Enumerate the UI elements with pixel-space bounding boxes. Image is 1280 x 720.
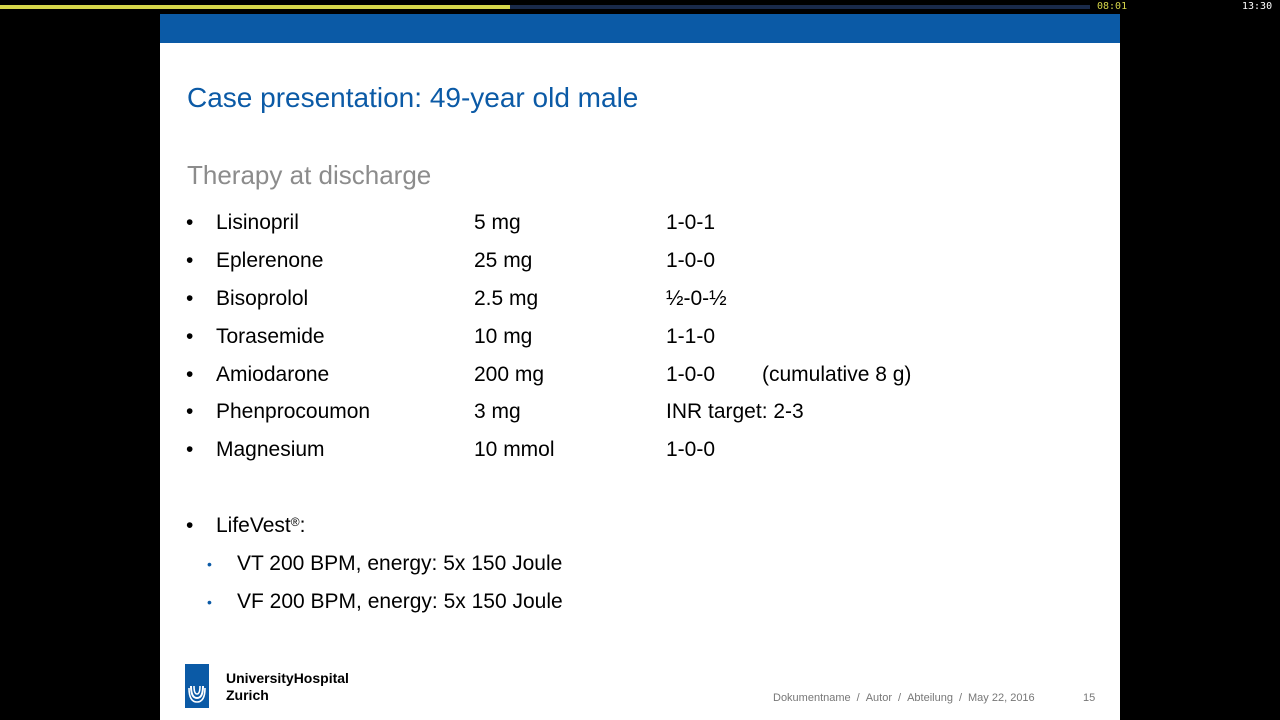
medication-name: Magnesium: [216, 438, 325, 461]
footer-author: Autor: [865, 692, 893, 704]
medication-schedule: 1-0-0: [666, 363, 716, 386]
slide-footer: Dokumentname / Autor / Abteilung / May 22, 201…: [773, 692, 1035, 704]
medication-name: Amiodarone: [216, 363, 330, 386]
medication-name: Lisinopril: [216, 211, 299, 234]
bullet: •: [186, 438, 194, 461]
lifevest-setting: VT 200 BPM, energy: 5x 150 Joule: [237, 552, 563, 575]
medication-dose: 10 mmol: [474, 438, 555, 461]
bullet: •: [186, 211, 194, 234]
sub-bullet: •: [207, 594, 212, 610]
playback-progress-fill: [0, 5, 511, 9]
medication-name: Eplerenone: [216, 249, 324, 272]
medication-schedule: ½-0-½: [666, 287, 727, 310]
logo-line-1: UniversityHospital: [226, 670, 349, 686]
slide-header-band: [160, 14, 1120, 43]
medication-dose: 2.5 mg: [474, 287, 539, 310]
bullet: •: [186, 249, 194, 272]
lifevest-suffix: :: [299, 514, 306, 537]
page-number: 15: [1083, 692, 1096, 704]
medication-dose: 10 mg: [474, 325, 533, 348]
footer-separator: /: [898, 692, 902, 704]
medication-name: Bisoprolol: [216, 287, 309, 310]
player-top-bar: 08:01 13:30: [0, 0, 1280, 14]
footer-separator: /: [856, 692, 860, 704]
medication-dose: 5 mg: [474, 211, 521, 234]
sub-bullet: •: [207, 556, 212, 572]
medication-dose: 200 mg: [474, 363, 545, 386]
total-time: 13:30: [1242, 1, 1273, 12]
slide-title: Case presentation: 49-year old male: [187, 82, 639, 113]
footer-date: May 22, 2016: [968, 692, 1035, 704]
university-hospital-logo-icon: [185, 664, 209, 708]
medication-name: Torasemide: [216, 325, 325, 348]
bullet: •: [186, 325, 194, 348]
slide-subtitle: Therapy at discharge: [187, 160, 432, 190]
logo-text: UniversityHospital Zurich: [226, 670, 349, 704]
medication-schedule: 1-0-1: [666, 211, 716, 234]
medication-schedule: INR target: 2-3: [666, 400, 804, 423]
logo-line-2: Zurich: [226, 687, 269, 703]
medication-note: (cumulative 8 g): [762, 363, 912, 386]
footer-separator: /: [958, 692, 963, 704]
lifevest-name: LifeVest: [216, 514, 291, 537]
bullet: •: [186, 514, 194, 537]
bullet: •: [186, 363, 194, 386]
elapsed-time: 08:01: [1097, 1, 1128, 12]
bullet: •: [186, 287, 194, 310]
medication-schedule: 1-0-0: [666, 438, 716, 461]
registered-mark: ®: [290, 515, 300, 529]
footer-document: Dokumentname: [773, 692, 851, 704]
lifevest-setting: VF 200 BPM, energy: 5x 150 Joule: [237, 590, 563, 613]
medication-schedule: 1-0-0: [666, 249, 716, 272]
lifevest-label: LifeVest®:: [216, 512, 305, 540]
bullet: •: [186, 400, 194, 423]
medication-name: Phenprocoumon: [216, 400, 371, 423]
presentation-slide: Case presentation: 49-year old male Ther…: [160, 14, 1120, 720]
playback-progress-bar[interactable]: [0, 5, 1090, 9]
medication-dose: 25 mg: [474, 249, 533, 272]
footer-department: Abteilung: [907, 692, 953, 704]
medication-schedule: 1-1-0: [666, 325, 716, 348]
medication-dose: 3 mg: [474, 400, 521, 423]
